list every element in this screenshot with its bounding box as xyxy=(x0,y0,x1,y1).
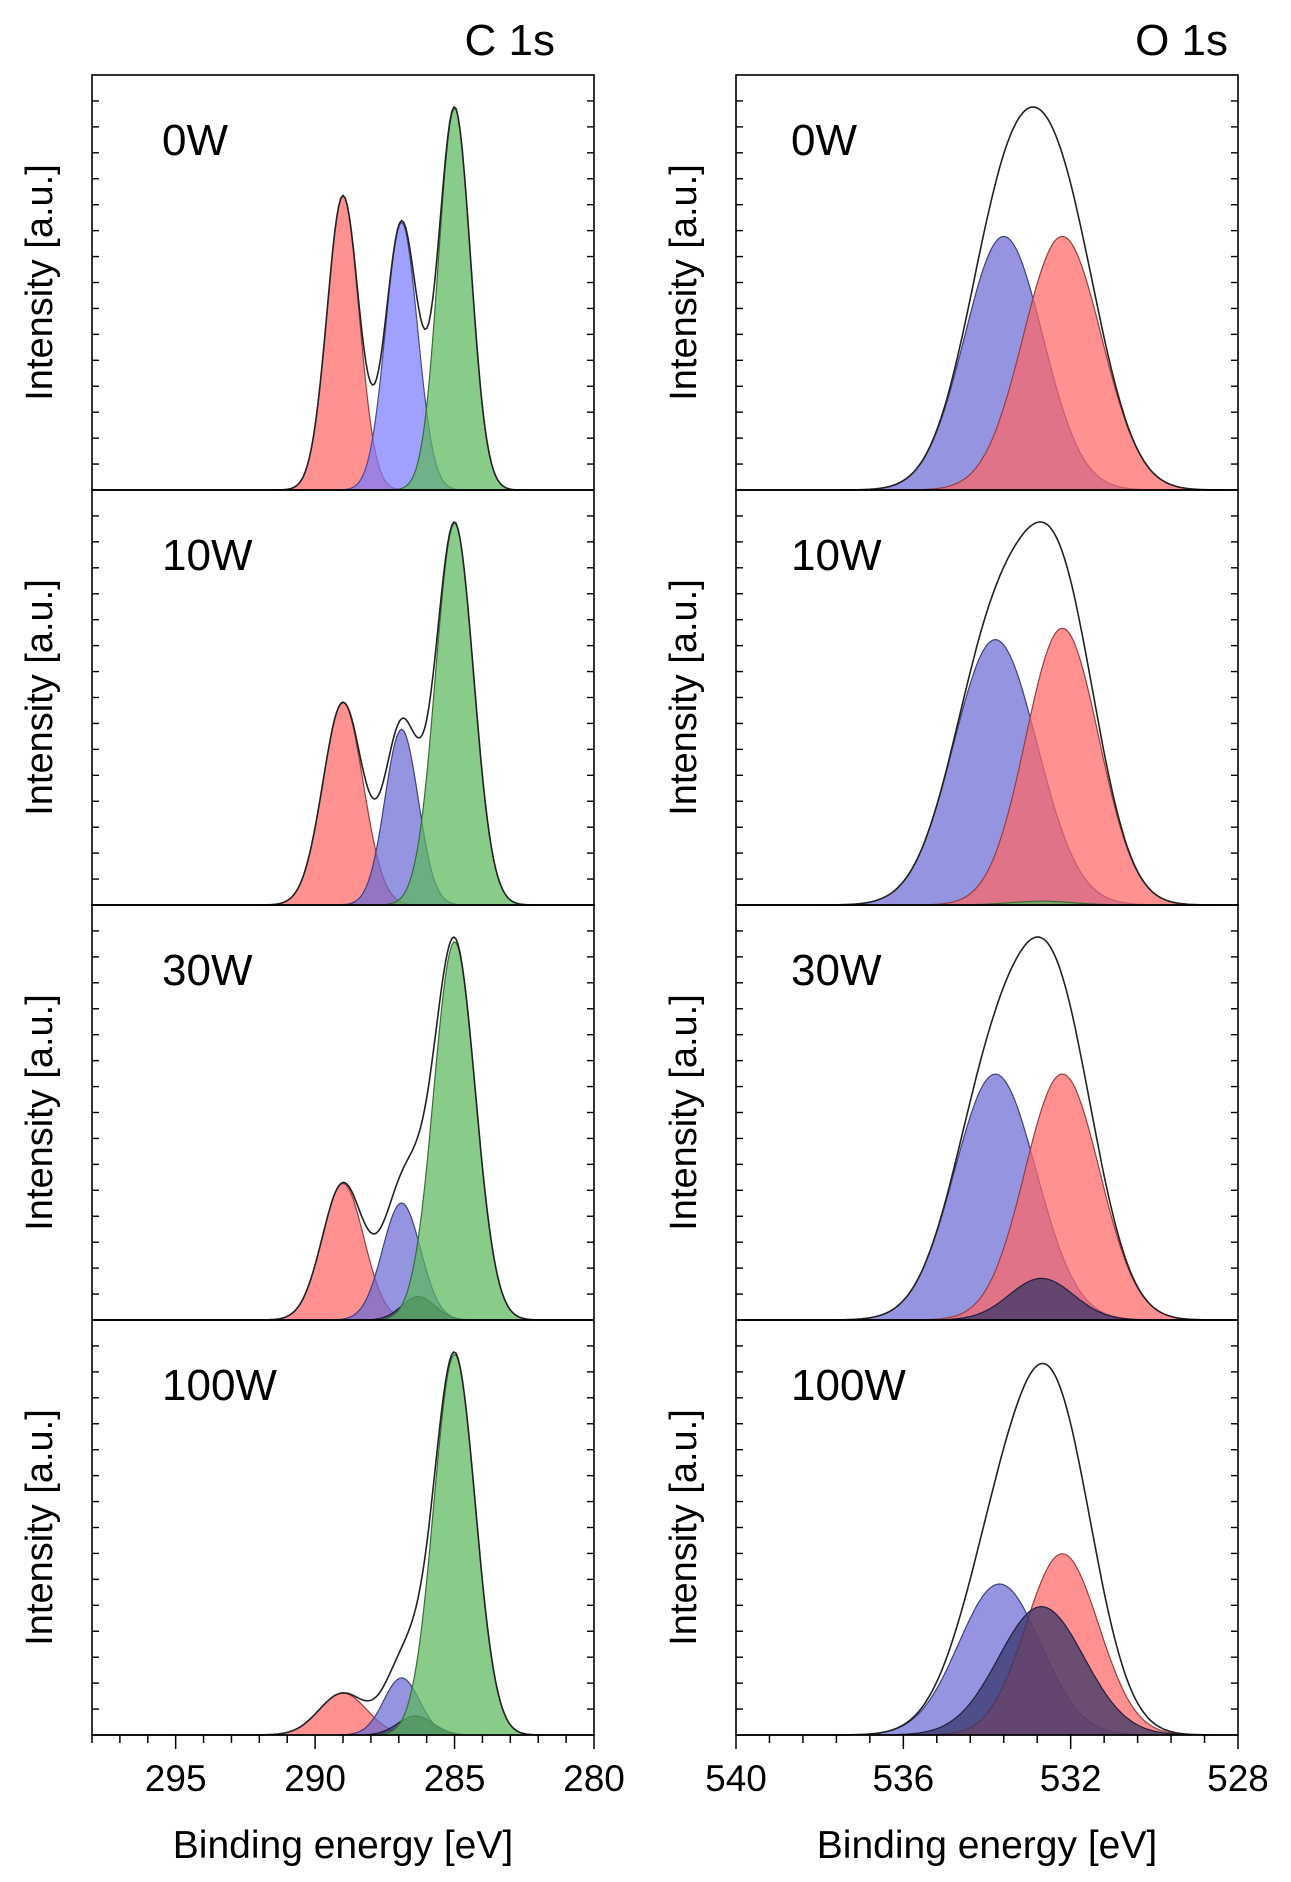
component-red-component-10W xyxy=(92,701,594,906)
panel-10W: 10W Intensity [a.u.] xyxy=(19,489,595,906)
x-tick-label-290: 290 xyxy=(284,1758,346,1799)
panel-100W: 100W Intensity [a.u.] xyxy=(19,1319,595,1736)
panel-10W: 10W Intensity [a.u.] xyxy=(663,489,1239,906)
o1s-column: O 1s Binding energy [eV] 0W Intensity [a.… xyxy=(663,16,1269,1867)
component-red-component-100W xyxy=(92,1692,594,1736)
x-tick-label-528: 528 xyxy=(1207,1758,1269,1799)
panel-label-10W: 10W xyxy=(162,531,253,580)
y-axis-label: Intensity [a.u.] xyxy=(19,164,61,401)
y-axis-label: Intensity [a.u.] xyxy=(663,994,705,1231)
panel-label-10W: 10W xyxy=(791,531,882,580)
x-tick-label-280: 280 xyxy=(563,1758,625,1799)
c1s-xaxis-label: Binding energy [eV] xyxy=(173,1824,513,1867)
panel-0W: 0W Intensity [a.u.] xyxy=(19,74,595,491)
component-blue-component-30W xyxy=(736,1073,1238,1321)
c1s-title: C 1s xyxy=(465,16,555,65)
panel-100W: 100W Intensity [a.u.] xyxy=(663,1319,1239,1736)
y-axis-label: Intensity [a.u.] xyxy=(19,579,61,816)
y-axis-label: Intensity [a.u.] xyxy=(19,1409,61,1646)
panel-30W: 30W Intensity [a.u.] xyxy=(19,904,595,1321)
y-axis-label: Intensity [a.u.] xyxy=(19,994,61,1231)
c1s-column: C 1s Binding energy [eV] 0W Intensity [a.… xyxy=(19,16,625,1867)
panel-label-100W: 100W xyxy=(162,1361,277,1410)
x-tick-label-536: 536 xyxy=(872,1758,934,1799)
y-axis-label: Intensity [a.u.] xyxy=(663,164,705,401)
panel-label-30W: 30W xyxy=(791,946,882,995)
o1s-xaxis-label: Binding energy [eV] xyxy=(817,1824,1157,1867)
x-tick-label-540: 540 xyxy=(705,1758,767,1799)
x-tick-label-295: 295 xyxy=(145,1758,207,1799)
component-blue-component-10W xyxy=(736,638,1238,906)
o1s-title: O 1s xyxy=(1135,16,1228,65)
panel-30W: 30W Intensity [a.u.] xyxy=(663,904,1239,1321)
panel-label-100W: 100W xyxy=(791,1361,906,1410)
panel-label-0W: 0W xyxy=(791,116,857,165)
component-red-component-30W xyxy=(92,1182,594,1321)
x-tick-label-285: 285 xyxy=(424,1758,486,1799)
y-axis-label: Intensity [a.u.] xyxy=(663,1409,705,1646)
panel-0W: 0W Intensity [a.u.] xyxy=(663,74,1239,491)
panel-label-30W: 30W xyxy=(162,946,253,995)
component-green-component-100W xyxy=(92,1353,594,1736)
panel-label-0W: 0W xyxy=(162,116,228,165)
x-tick-label-532: 532 xyxy=(1040,1758,1102,1799)
component-red-component-0W xyxy=(92,194,594,491)
y-axis-label: Intensity [a.u.] xyxy=(663,579,705,816)
